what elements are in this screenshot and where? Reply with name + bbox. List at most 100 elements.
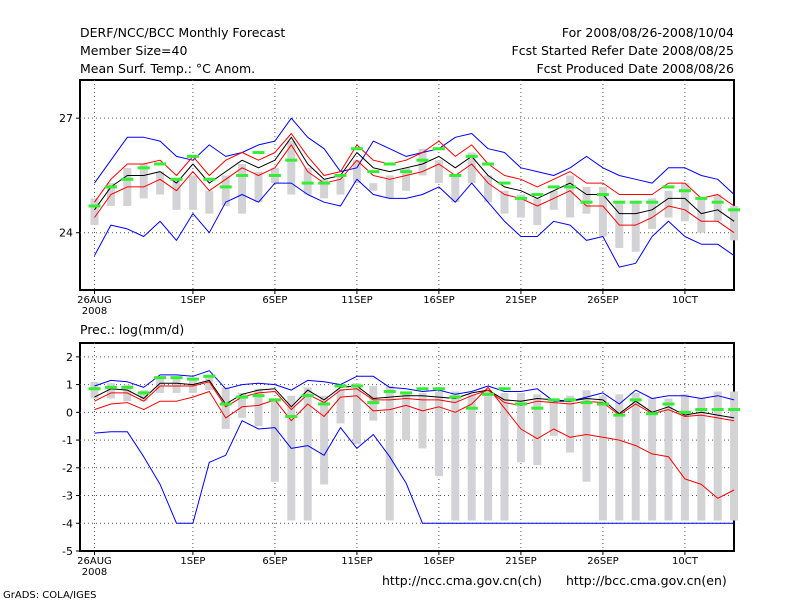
prec-max-line: [94, 370, 735, 405]
temp-x-tick-sublabel: 2008: [82, 306, 107, 317]
temp-max-line: [94, 117, 735, 195]
temp-ensemble-marker: [236, 173, 249, 177]
prec-y-tick-label: -1: [62, 434, 73, 447]
prec-ensemble-marker: [104, 385, 117, 389]
temp-ensemble-marker: [432, 147, 445, 151]
prec-ensemble-marker: [268, 398, 281, 402]
prec-ensemble-marker: [154, 376, 167, 380]
temp-ensemble-bar: [205, 190, 214, 214]
prec-x-tick-label: 21SEP: [505, 556, 536, 567]
prec-ensemble-marker: [547, 398, 560, 402]
temp-ensemble-marker: [318, 181, 331, 185]
temp-ensemble-marker: [186, 154, 199, 158]
temp-ensemble-bar: [680, 183, 689, 222]
temp-ensemble-marker: [531, 193, 544, 197]
temp-ensemble-bar: [516, 194, 525, 218]
url-en-link[interactable]: http://bcc.cma.gov.cn(en): [566, 573, 727, 588]
prec-ensemble-marker: [219, 402, 232, 406]
prec-ensemble-bar: [336, 388, 345, 424]
prec-ensemble-bar: [680, 394, 689, 521]
prec-ensemble-bar: [418, 392, 427, 449]
prec-x-tick-label: 26AUG: [77, 556, 112, 567]
prec-ensemble-bar: [697, 398, 706, 521]
prec-ensemble-bar: [254, 388, 263, 427]
prec-ensemble-bar: [238, 392, 247, 418]
prec-ensemble-marker: [285, 414, 298, 418]
temp-ensemble-bar: [648, 198, 657, 229]
prec-ensemble-marker: [252, 394, 265, 398]
prec-ensemble-bar: [352, 383, 361, 445]
prec-ensemble-bar: [566, 395, 575, 453]
temp-ensemble-bar: [369, 183, 378, 191]
prec-ensemble-bar: [631, 392, 640, 521]
prec-ensemble-bar: [106, 383, 115, 399]
prec-ensemble-bar: [582, 390, 591, 482]
prec-ensemble-marker: [728, 408, 741, 412]
temp-ensemble-bar: [631, 202, 640, 252]
prec-x-tick-label: 11SEP: [341, 556, 372, 567]
temp-ensemble-bar: [139, 164, 148, 199]
temp-ensemble-bar: [451, 175, 460, 203]
prec-ensemble-bar: [549, 398, 558, 436]
produced-date: Fcst Produced Date 2008/08/26: [536, 61, 734, 76]
prec-x-tick-sublabel: 2008: [82, 567, 107, 578]
temp-ensemble-bar: [549, 190, 558, 210]
temp-upper-line: [94, 133, 735, 207]
prec-ensemble-marker: [498, 387, 511, 391]
temp-ensemble-marker: [416, 158, 429, 162]
temp-ensemble-marker: [121, 177, 134, 181]
variable-label: Mean Surf. Temp.: °C Anom.: [80, 61, 255, 76]
prec-ensemble-bar: [451, 391, 460, 521]
temp-plot-frame: [79, 79, 735, 291]
temp-ensemble-bar: [385, 175, 394, 199]
temp-x-tick-label: 10CT: [672, 295, 699, 306]
temp-x-tick-label: 11SEP: [341, 295, 372, 306]
temp-ensemble-bar: [484, 175, 493, 203]
temp-ensemble-marker: [465, 154, 478, 158]
temp-ensemble-bar: [598, 186, 607, 237]
prec-y-tick-label: -2: [62, 462, 73, 475]
temp-ensemble-marker: [613, 200, 626, 204]
temp-ensemble-bar: [352, 160, 361, 184]
temp-x-tick-label: 26AUG: [77, 295, 112, 306]
prec-ensemble-marker: [88, 387, 101, 391]
prec-ensemble-marker: [531, 406, 544, 410]
temp-ensemble-bar: [533, 198, 542, 226]
url-ch-link[interactable]: http://ncc.cma.gov.cn(ch): [382, 573, 542, 588]
temp-lower-line: [94, 144, 735, 234]
prec-ensemble-bar: [205, 376, 214, 391]
temp-x-tick-label: 26SEP: [587, 295, 618, 306]
temp-ensemble-bar: [172, 179, 181, 210]
temp-ensemble-bar: [467, 152, 476, 184]
prec-y-tick-label: 2: [66, 351, 73, 364]
prec-ensemble-marker: [170, 376, 183, 380]
prec-ensemble-marker: [514, 402, 527, 406]
header: DERF/NCC/BCC Monthly Forecast Member Siz…: [80, 25, 734, 76]
prec-ensemble-bar: [385, 385, 394, 521]
temp-ensemble-bar: [434, 160, 443, 184]
temp-ensemble-bar: [238, 164, 247, 214]
temp-ensemble-bar: [254, 171, 263, 203]
prec-ensemble-marker: [678, 410, 691, 414]
temp-ensemble-marker: [662, 185, 675, 189]
prec-ensemble-marker: [334, 384, 347, 388]
temp-ensemble-marker: [646, 200, 659, 204]
prec-ensemble-marker: [449, 395, 462, 399]
temp-ensemble-marker: [711, 200, 724, 204]
prec-x-tick-label: 6SEP: [262, 556, 287, 567]
temp-y-tick-label: 24: [59, 227, 73, 240]
temp-ensemble-marker: [367, 170, 380, 174]
prec-ensemble-marker: [367, 401, 380, 405]
precipitation-title: Prec.: log(mm/d): [80, 322, 184, 337]
prec-ensemble-bar: [434, 391, 443, 477]
temp-ensemble-marker: [728, 208, 741, 212]
prec-x-tick-label: 26SEP: [587, 556, 618, 567]
prec-ensemble-marker: [350, 384, 363, 388]
prec-ensemble-bar: [139, 390, 148, 402]
prec-ensemble-bar: [402, 391, 411, 441]
prec-min-line: [94, 420, 735, 524]
prec-ensemble-marker: [629, 398, 642, 402]
prec-ensemble-bar: [713, 391, 722, 521]
prec-ensemble-marker: [203, 374, 216, 378]
temp-ensemble-marker: [629, 200, 642, 204]
